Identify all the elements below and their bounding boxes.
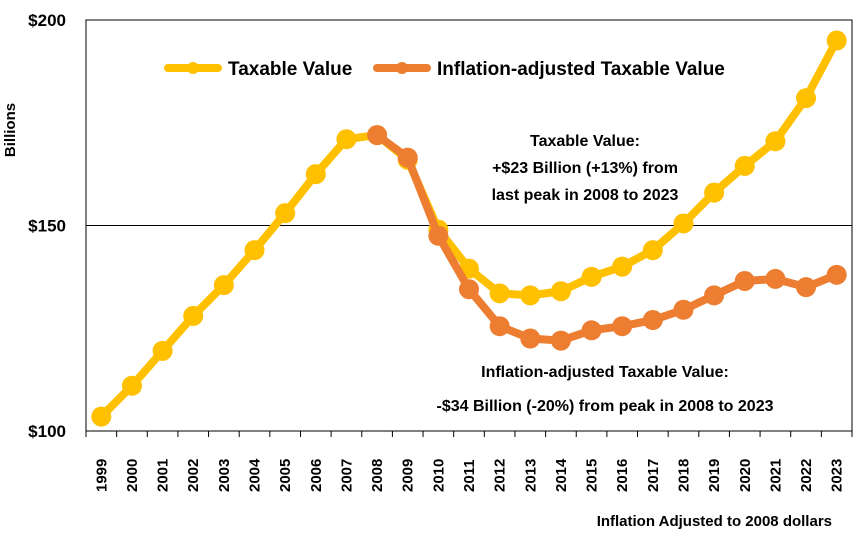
series-line-inflation-adjusted-taxable-value: [373, 131, 841, 345]
data-point: [213, 275, 234, 296]
x-tick-label: 2007: [338, 459, 355, 492]
data-point: [397, 147, 418, 168]
data-point: [734, 270, 755, 291]
series-taxable-value: [91, 30, 847, 427]
data-point: [765, 268, 786, 289]
y-tick-label: $150: [28, 217, 66, 236]
x-tick-label: 2000: [124, 459, 141, 492]
y-tick-label: $100: [28, 422, 66, 441]
data-point: [796, 88, 817, 109]
data-point: [367, 125, 388, 146]
series-line-taxable-value: [97, 36, 841, 421]
x-axis-title: Inflation Adjusted to 2008 dollars: [597, 513, 832, 530]
x-tick-label: 2012: [492, 459, 509, 492]
annotation-taxable-line-3: last peak in 2008 to 2023: [492, 187, 679, 204]
x-tick-label: 2014: [553, 458, 570, 492]
legend-item-taxable-value: Taxable Value: [164, 59, 352, 80]
data-point: [91, 406, 112, 427]
x-tick-label: 2017: [645, 459, 662, 492]
legend-marker-taxable-value: [187, 62, 199, 74]
data-point: [612, 256, 633, 277]
y-axis-ticks: $100 $150 $200: [28, 11, 66, 441]
annotation-inflation-line-1: Inflation-adjusted Taxable Value:: [481, 364, 729, 381]
data-point: [489, 316, 510, 337]
series-inflation-adjusted-taxable-value: [367, 125, 847, 351]
data-point: [275, 203, 296, 224]
legend-label-inflation-adjusted: Inflation-adjusted Taxable Value: [437, 59, 725, 80]
x-tick-label: 2002: [185, 459, 202, 492]
x-tick-label: 2005: [277, 459, 294, 492]
annotation-taxable-line-2: +$23 Billion (+13%) from: [492, 160, 678, 177]
annotation-taxable-line-1: Taxable Value:: [530, 133, 640, 150]
x-tick-label: 2009: [400, 459, 417, 492]
legend: Taxable Value Inflation-adjusted Taxable…: [164, 59, 725, 80]
data-point: [489, 283, 510, 304]
annotation-inflation-adjusted: Inflation-adjusted Taxable Value: -$34 B…: [436, 364, 773, 415]
data-point: [673, 213, 694, 234]
legend-item-inflation-adjusted: Inflation-adjusted Taxable Value: [373, 59, 725, 80]
data-point: [121, 375, 142, 396]
data-point: [550, 281, 571, 302]
x-tick-label: 2018: [675, 459, 692, 492]
data-point: [581, 320, 602, 341]
x-tick-label: 2013: [522, 459, 539, 492]
series-layer: [91, 30, 847, 427]
data-point: [704, 182, 725, 203]
x-tick-label: 2020: [737, 459, 754, 492]
x-tick-label: 2016: [614, 459, 631, 492]
x-tick-label: 2001: [155, 459, 172, 492]
x-tick-label: 2011: [461, 459, 478, 492]
data-point: [765, 131, 786, 152]
data-point: [244, 240, 265, 261]
data-point: [642, 240, 663, 261]
data-point: [305, 164, 326, 185]
legend-marker-inflation-adjusted: [396, 62, 408, 74]
annotation-inflation-line-2: -$34 Billion (-20%) from peak in 2008 to…: [436, 398, 773, 415]
data-point: [459, 279, 479, 300]
data-point: [826, 30, 847, 51]
data-point: [704, 285, 725, 306]
data-point: [673, 299, 694, 320]
x-tick-label: 2019: [706, 459, 723, 492]
data-point: [796, 277, 817, 298]
y-axis-title: Billions: [2, 103, 19, 157]
x-tick-label: 1999: [93, 459, 110, 492]
data-point: [826, 264, 847, 285]
data-point: [520, 285, 541, 306]
x-tick-label: 2004: [247, 458, 264, 492]
x-tick-label: 2010: [430, 459, 447, 492]
data-point: [520, 328, 541, 349]
x-tick-label: 2022: [798, 459, 815, 492]
data-point: [428, 225, 449, 246]
data-point: [152, 340, 173, 361]
data-point: [581, 266, 602, 287]
x-tick-label: 2003: [216, 459, 233, 492]
x-tick-label: 2008: [369, 459, 386, 492]
data-point: [734, 155, 755, 176]
x-tick-label: 2023: [829, 459, 846, 492]
x-axis-ticks: 1999 2000 2001 2002 2003 2004 2005 2006 2007 2008…: [85, 431, 853, 492]
data-point: [183, 305, 204, 326]
x-tick-label: 2015: [584, 459, 601, 492]
data-point: [550, 330, 571, 351]
data-point: [642, 310, 663, 331]
x-tick-label: 2021: [767, 459, 784, 492]
data-point: [336, 129, 357, 150]
data-point: [612, 316, 633, 337]
y-tick-label: $200: [28, 11, 66, 30]
legend-label-taxable-value: Taxable Value: [228, 59, 352, 80]
annotation-taxable-value: Taxable Value: +$23 Billion (+13%) from …: [492, 133, 679, 204]
x-tick-label: 2006: [308, 459, 325, 492]
